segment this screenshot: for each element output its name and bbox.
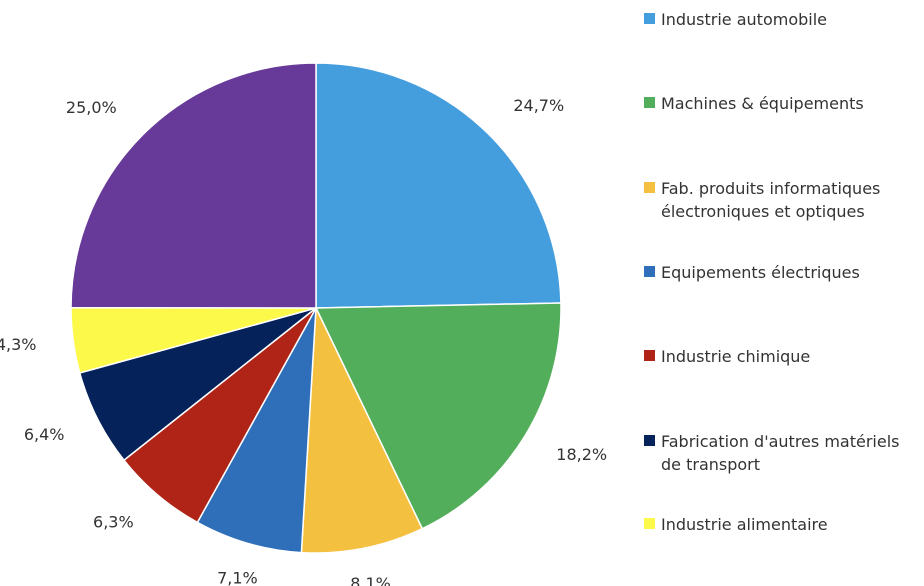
data-label: 25,0% — [66, 98, 117, 117]
legend-item-fabrication-autres-materiels-transport: Fabrication d'autres matériels de transp… — [644, 430, 923, 476]
legend-label: Industrie alimentaire — [661, 515, 828, 534]
legend-label: Fab. produits informatiques électronique… — [661, 179, 881, 221]
legend-swatch — [644, 97, 655, 108]
legend-swatch — [644, 266, 655, 277]
legend-label: Machines & équipements — [661, 94, 864, 113]
legend-swatch — [644, 350, 655, 361]
legend-label: Fabrication d'autres matériels de transp… — [661, 432, 900, 474]
pie-chart: 24,7% 18,2% 8,1% 7,1% 6,3% 6,4% 4,3% 25,0% — [0, 62, 607, 586]
legend-item-industrie-automobile: Industrie automobile — [644, 8, 923, 31]
pie-slice-fab-produits-informatiques-electroniques-et-optiques — [300, 305, 424, 554]
legend-item-industrie-alimentaire: Industrie alimentaire — [644, 513, 923, 536]
legend-swatch — [644, 518, 655, 529]
pie-slice-industrie-automobile — [315, 62, 562, 309]
data-label: 6,4% — [24, 425, 65, 444]
legend-item-equipements-electriques: Equipements électriques — [644, 261, 923, 284]
data-label: 8,1% — [350, 574, 391, 586]
legend: Industrie automobile Machines & équipeme… — [644, 0, 924, 586]
pie-slice-equipements-electriques — [196, 307, 317, 554]
legend-item-machines-equipements: Machines & équipements — [644, 92, 923, 115]
legend-label: Industrie automobile — [661, 10, 827, 29]
data-label: 18,2% — [556, 445, 607, 464]
legend-swatch — [644, 182, 655, 193]
data-label: 4,3% — [0, 335, 37, 354]
data-label: 24,7% — [513, 96, 564, 115]
legend-label: Equipements électriques — [661, 263, 860, 282]
legend-item-fab-produits-informatiques: Fab. produits informatiques électronique… — [644, 177, 893, 223]
pie-slice-machines-equipements — [314, 302, 562, 530]
legend-swatch — [644, 13, 655, 24]
legend-item-industrie-chimique: Industrie chimique — [644, 345, 923, 368]
data-label: 7,1% — [217, 568, 258, 586]
legend-label: Industrie chimique — [661, 347, 811, 366]
pie-slice-slice-7 — [70, 62, 317, 309]
legend-swatch — [644, 435, 655, 446]
data-label: 6,3% — [93, 513, 134, 532]
